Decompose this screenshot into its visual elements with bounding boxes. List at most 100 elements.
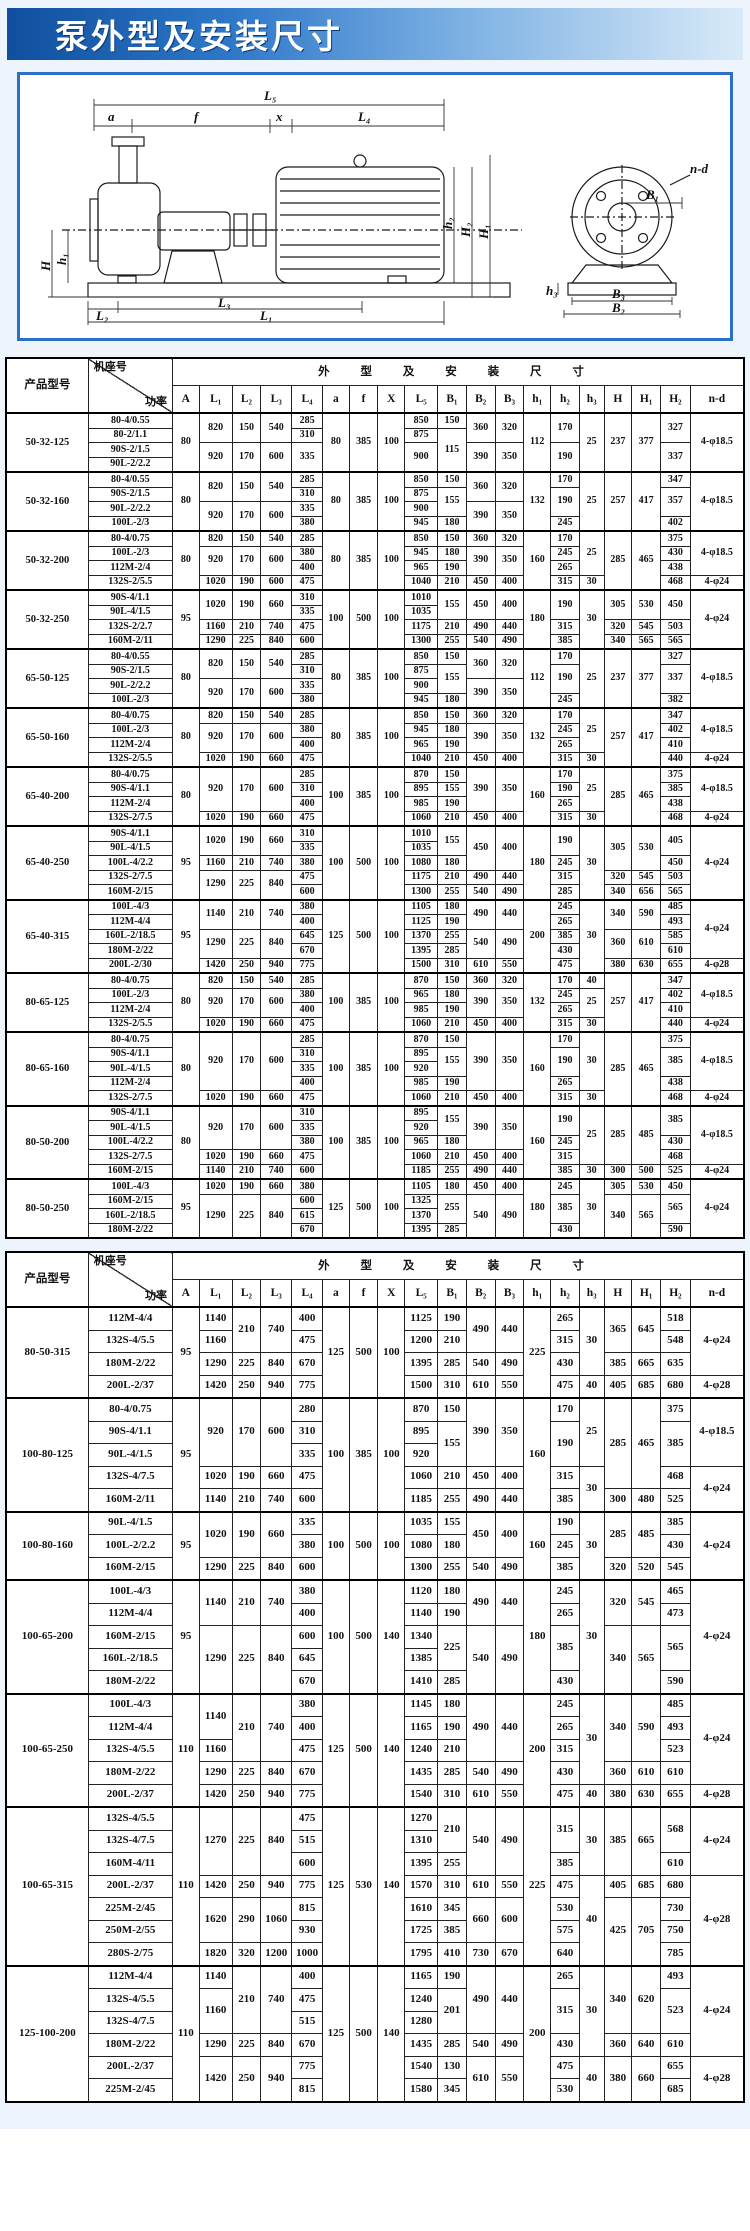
dim-H2: 585 [660, 928, 691, 944]
motor-spec: 160L-2/18.5 [87, 1647, 173, 1671]
dim-L2: 190 [231, 1149, 262, 1165]
dim-H2: 327 [660, 648, 691, 665]
dim-L1: 920 [198, 501, 233, 532]
dim-L2: 190 [231, 589, 262, 620]
dim-h2: 475 [550, 957, 580, 974]
dim-a: 80 [321, 412, 350, 473]
dim-B1: 180 [437, 1134, 467, 1150]
dim-L4: 400 [291, 1602, 323, 1626]
dim-f: 500 [348, 1964, 379, 2102]
col-header-a: f [348, 385, 379, 414]
dim-a: 100 [321, 1104, 350, 1180]
dim-B3: 350 [494, 987, 525, 1018]
dim-h2: 265 [550, 796, 580, 812]
dim-L4: 670 [291, 1670, 323, 1694]
dim-a: 80 [321, 707, 350, 768]
dim-L1: 1020 [198, 574, 233, 591]
dim-L5: 1040 [404, 574, 439, 591]
motor-spec: 132S-2/7.5 [87, 869, 173, 885]
dim-L5: 1610 [404, 1897, 439, 1921]
dim-nd: 4-φ28 [689, 1874, 745, 1966]
motor-spec: 112M-2/4 [87, 796, 173, 812]
dim-h2: 245 [550, 1134, 580, 1150]
dim-B2: 360 [465, 412, 496, 443]
dim-H2: 493 [660, 1964, 691, 1989]
dim-H: 360 [603, 928, 633, 959]
dim-L4: 400 [291, 914, 323, 930]
dim-H1: 590 [631, 898, 661, 930]
dim-H: 305 [603, 1178, 633, 1195]
dim-L4: 380 [291, 515, 323, 532]
motor-spec: 100L-2/3 [87, 987, 173, 1003]
dim-X: 100 [377, 707, 406, 768]
dim-B1: 310 [437, 1783, 467, 1808]
dim-A: 80 [171, 707, 200, 768]
dim-H1: 656 [631, 884, 661, 900]
dim-L3: 660 [260, 589, 293, 620]
dim-H: 285 [603, 1510, 633, 1558]
dim-B2: 490 [465, 1579, 496, 1626]
motor-spec: 225M-2/45 [87, 1897, 173, 1921]
dim-B1: 115 [437, 427, 467, 473]
dim-H1: 660 [631, 2055, 661, 2102]
dim-L5: 895 [404, 1104, 439, 1121]
dim-B1: 255 [437, 1163, 467, 1180]
dim-h2: 385 [550, 928, 580, 944]
dim-B1: 210 [437, 869, 467, 885]
dim-h1: 160 [523, 1031, 552, 1106]
dim-B1: 310 [437, 1374, 467, 1399]
dim-h3: 30 [578, 1031, 605, 1091]
dim-h2: 265 [550, 560, 580, 576]
dim-X: 100 [377, 589, 406, 650]
dim-L4: 380 [291, 1692, 323, 1717]
dim-h3: 30 [578, 1016, 605, 1033]
dim-h3: 30 [578, 1178, 605, 1239]
dim-B2: 540 [465, 928, 496, 959]
dim-B1: 180 [437, 855, 467, 871]
dim-L1: 1160 [198, 855, 233, 871]
dim-L2: 210 [231, 1163, 262, 1180]
dim-f: 500 [348, 1692, 379, 1808]
dim-L4: 475 [291, 1329, 323, 1353]
dim-L4: 380 [291, 898, 323, 915]
product-model: 65-40-315 [5, 898, 89, 974]
dim-L5: 1060 [404, 1465, 439, 1489]
dim-B3: 490 [494, 1806, 525, 1876]
dim-B3: 320 [494, 972, 525, 989]
dim-B1: 190 [437, 1602, 467, 1626]
dim-H2: 565 [660, 1625, 691, 1671]
dim-h2: 245 [550, 1692, 580, 1717]
col-header-L1: L₂ [231, 1279, 262, 1308]
dim-B1: 180 [437, 722, 467, 738]
dim-H: 285 [603, 1104, 633, 1165]
dim-L5: 870 [404, 1031, 439, 1048]
dim-B3: 440 [494, 1306, 525, 1353]
dim-B2: 540 [465, 1556, 496, 1581]
dim-L1: 1290 [198, 1761, 233, 1785]
dim-B1: 190 [437, 1716, 467, 1740]
motor-spec: 80-4/0.75 [87, 1031, 173, 1048]
dim-label-H1: H₁ [476, 224, 491, 240]
dim-L4: 930 [291, 1919, 323, 1943]
dim-B2: 540 [465, 1761, 496, 1785]
dim-L5: 945 [404, 692, 439, 709]
dim-B3: 550 [494, 1874, 525, 1898]
dim-L4: 285 [291, 648, 323, 665]
dim-L2: 225 [231, 1556, 262, 1581]
dim-L4: 380 [291, 692, 323, 709]
dim-H2: 568 [660, 1806, 691, 1853]
motor-spec: 180M-2/22 [87, 1352, 173, 1376]
dim-L1: 1290 [198, 1352, 233, 1376]
motor-spec: 112M-4/4 [87, 1964, 173, 1989]
dim-L5: 875 [404, 486, 439, 502]
product-model: 65-50-125 [5, 648, 89, 709]
dim-L3: 600 [260, 1104, 293, 1150]
dim-L3: 840 [260, 869, 293, 900]
dim-B3: 490 [494, 1625, 525, 1694]
dim-B3: 490 [494, 1193, 525, 1239]
dim-L4: 600 [291, 1193, 323, 1209]
dim-B3: 550 [494, 2055, 525, 2102]
motor-spec: 132S-2/2.7 [87, 619, 173, 635]
dim-label-h1: h₁ [54, 253, 69, 265]
dim-L1: 1290 [198, 1556, 233, 1581]
